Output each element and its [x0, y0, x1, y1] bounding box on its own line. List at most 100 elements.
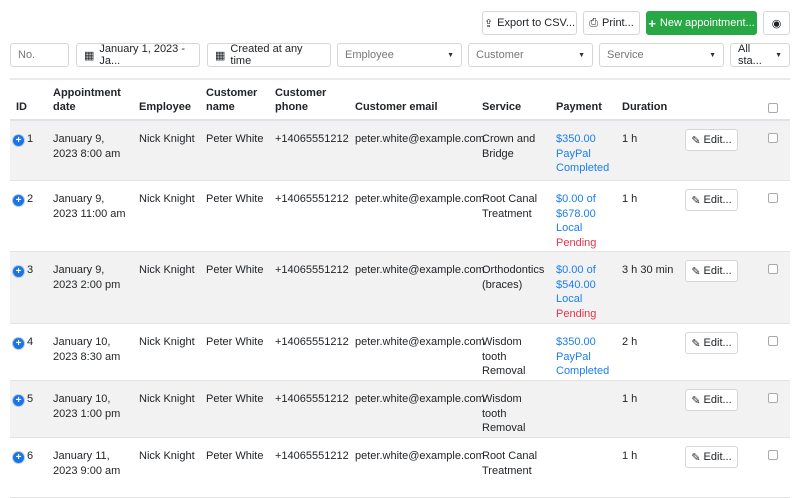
edit-icon: ✎	[691, 134, 701, 147]
payment-status: Completed	[556, 162, 610, 174]
cell-date: January 9, 2023 2:00 pm	[53, 264, 121, 291]
cell-name: Peter White	[206, 264, 264, 276]
edit-button[interactable]: ✎ Edit...	[685, 332, 738, 354]
cell-id: 1	[27, 133, 34, 145]
number-filter-input[interactable]: No.	[10, 43, 69, 67]
cell-email: peter.white@example.com	[355, 336, 485, 348]
cell-phone: +14065551212	[275, 450, 349, 462]
edit-button[interactable]: ✎ Edit...	[685, 446, 738, 468]
cell-name: Peter White	[206, 133, 264, 145]
expand-row-icon[interactable]: +	[13, 338, 24, 349]
expand-row-icon[interactable]: +	[13, 135, 24, 146]
cell-id: 6	[27, 450, 34, 462]
edit-icon: ✎	[691, 265, 701, 278]
plus-icon: +	[648, 15, 656, 31]
row-checkbox[interactable]	[768, 393, 778, 403]
row-checkbox[interactable]	[768, 193, 778, 203]
table-row: +4 January 10, 2023 8:30 am Nick Knight …	[10, 324, 790, 381]
edit-button[interactable]: ✎ Edit...	[685, 189, 738, 211]
col-date[interactable]: Appointment date	[53, 87, 121, 113]
export-csv-button[interactable]: ⇪ Export to CSV...	[482, 11, 577, 35]
payment-line: $678.00	[556, 207, 596, 220]
table-row: +6 January 11, 2023 9:00 am Nick Knight …	[10, 438, 790, 498]
customer-select[interactable]: Customer ▼	[468, 43, 593, 67]
cell-email: peter.white@example.com	[355, 133, 485, 145]
cell-duration: 2 h	[622, 336, 638, 348]
cell-id: 3	[27, 264, 34, 276]
printer-icon: ⎙	[589, 16, 598, 29]
cell-employee: Nick Knight	[139, 133, 195, 145]
edit-icon: ✎	[691, 194, 701, 207]
cell-payment: $350.00 PayPal Completed	[556, 132, 609, 176]
table-row: +1 January 9, 2023 8:00 am Nick Knight P…	[10, 121, 790, 181]
edit-button[interactable]: ✎ Edit...	[685, 260, 738, 282]
row-checkbox[interactable]	[768, 264, 778, 274]
edit-button[interactable]: ✎ Edit...	[685, 389, 738, 411]
cell-payment: $0.00 of $540.00 Local Pending	[556, 263, 596, 321]
caret-down-icon: ▼	[447, 51, 454, 59]
cell-employee: Nick Knight	[139, 193, 195, 205]
row-checkbox[interactable]	[768, 450, 778, 460]
col-email[interactable]: Customer email	[355, 101, 438, 113]
cell-employee: Nick Knight	[139, 393, 195, 405]
edit-button[interactable]: ✎ Edit...	[685, 129, 738, 151]
payment-line: PayPal	[556, 147, 591, 160]
cell-employee: Nick Knight	[139, 450, 195, 462]
eye-icon: ◉	[771, 17, 782, 30]
header-divider	[10, 119, 790, 121]
cell-service: Wisdom tooth Removal	[482, 393, 526, 434]
cell-date: January 9, 2023 11:00 am	[53, 193, 126, 220]
payment-line: $540.00	[556, 278, 596, 291]
cell-employee: Nick Knight	[139, 336, 195, 348]
cell-email: peter.white@example.com	[355, 393, 485, 405]
col-id[interactable]: ID	[16, 101, 27, 113]
cell-service: Root Canal Treatment	[482, 193, 538, 220]
expand-row-icon[interactable]: +	[13, 395, 24, 406]
payment-line: $0.00 of	[556, 193, 596, 205]
calendar-icon: ▦	[215, 49, 226, 62]
calendar-icon: ▦	[84, 49, 95, 62]
cell-phone: +14065551212	[275, 133, 349, 145]
select-all-checkbox[interactable]	[768, 103, 778, 113]
employee-select[interactable]: Employee ▼	[337, 43, 462, 67]
cell-name: Peter White	[206, 193, 264, 205]
row-checkbox[interactable]	[768, 336, 778, 346]
col-duration[interactable]: Duration	[622, 101, 668, 113]
cell-duration: 1 h	[622, 450, 638, 462]
row-checkbox[interactable]	[768, 133, 778, 143]
table-row: +5 January 10, 2023 1:00 pm Nick Knight …	[10, 381, 790, 438]
col-phone[interactable]: Customer phone	[275, 87, 327, 113]
cell-date: January 10, 2023 8:30 am	[53, 336, 121, 363]
caret-down-icon: ▼	[578, 51, 585, 59]
cell-id: 4	[27, 336, 34, 348]
edit-icon: ✎	[691, 337, 701, 350]
created-filter[interactable]: ▦ Created at any time	[207, 43, 331, 67]
cell-employee: Nick Knight	[139, 264, 195, 276]
cell-payment: $0.00 of $678.00 Local Pending	[556, 192, 596, 250]
col-name[interactable]: Customer name	[206, 87, 258, 113]
expand-row-icon[interactable]: +	[13, 195, 24, 206]
payment-line: PayPal	[556, 350, 591, 363]
payment-line: $350.00	[556, 133, 596, 145]
col-payment[interactable]: Payment	[556, 101, 602, 113]
col-service[interactable]: Service	[482, 101, 522, 113]
cell-payment: $350.00 PayPal Completed	[556, 335, 609, 379]
expand-row-icon[interactable]: +	[13, 266, 24, 277]
cell-phone: +14065551212	[275, 193, 349, 205]
service-select[interactable]: Service ▼	[599, 43, 724, 67]
export-icon: ⇪	[483, 17, 494, 30]
payment-status: Completed	[556, 365, 610, 377]
cell-service: Crown and Bridge	[482, 133, 536, 160]
status-select[interactable]: All sta... ▼	[730, 43, 790, 67]
expand-row-icon[interactable]: +	[13, 452, 24, 463]
new-appointment-button[interactable]: + New appointment...	[646, 11, 757, 35]
column-visibility-button[interactable]: ◉	[763, 11, 790, 35]
cell-email: peter.white@example.com	[355, 193, 485, 205]
date-range-filter[interactable]: ▦ January 1, 2023 - Ja...	[76, 43, 200, 67]
cell-duration: 1 h	[622, 193, 638, 205]
print-button[interactable]: ⎙ Print...	[583, 11, 640, 35]
col-employee[interactable]: Employee	[139, 101, 191, 113]
cell-phone: +14065551212	[275, 393, 349, 405]
edit-icon: ✎	[691, 451, 701, 464]
cell-name: Peter White	[206, 393, 264, 405]
